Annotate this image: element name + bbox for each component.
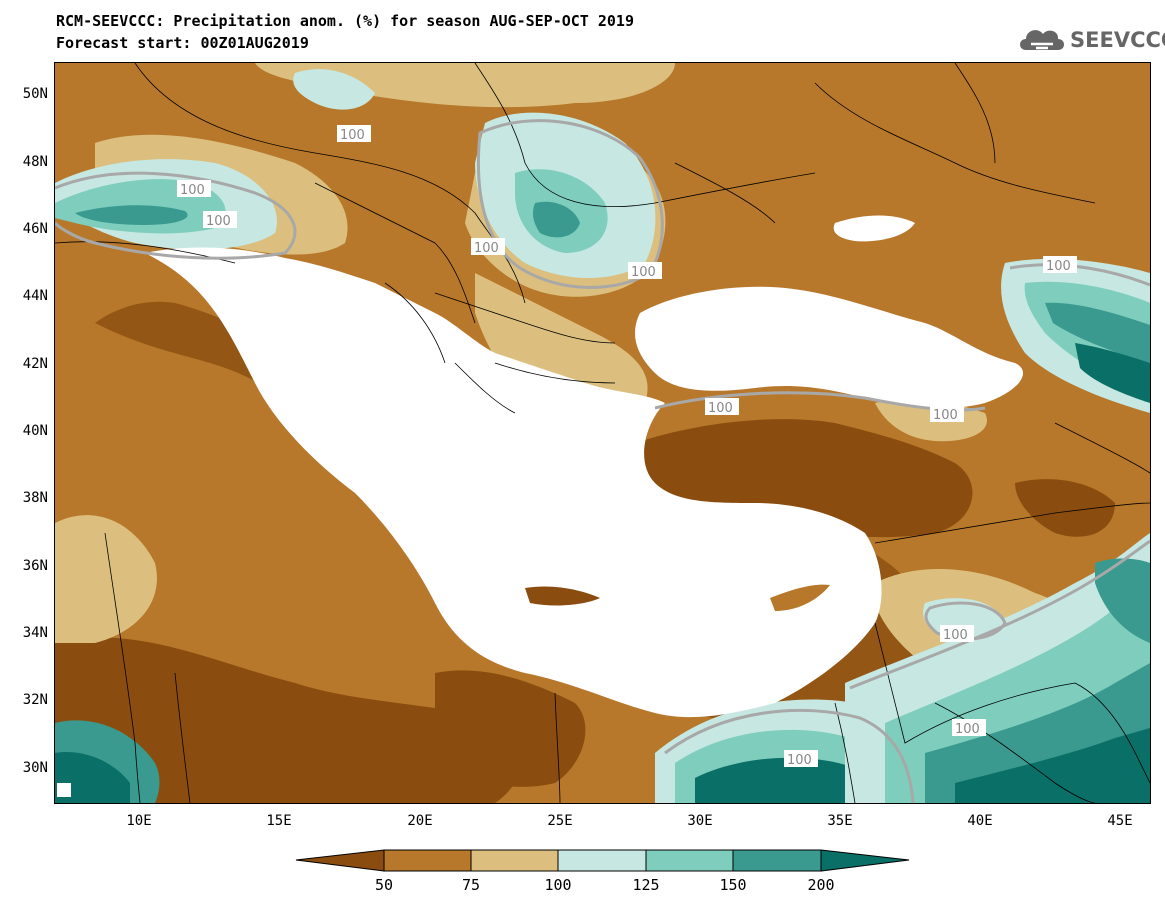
contour-label: 100 bbox=[631, 265, 656, 280]
precipitation-anomaly-map: 100 100 100 100 100 100 100 100 100 100 … bbox=[55, 63, 1150, 803]
lat-label-30n: 30N bbox=[22, 760, 48, 776]
lon-label-35e: 35E bbox=[827, 813, 853, 829]
colorbar-swatch bbox=[470, 849, 559, 872]
colorbar-label: 75 bbox=[461, 876, 481, 894]
contour-labels: 100 100 100 100 100 100 100 100 100 100 … bbox=[177, 125, 1077, 768]
colorbar-label: 50 bbox=[374, 876, 394, 894]
logo-text: SEEVCCC bbox=[1070, 28, 1165, 52]
contour-label: 100 bbox=[206, 214, 231, 229]
contour-label: 100 bbox=[340, 128, 365, 143]
lon-label-15e: 15E bbox=[266, 813, 292, 829]
lat-label-32n: 32N bbox=[22, 692, 48, 708]
contour-label: 100 bbox=[787, 753, 812, 768]
lon-label-40e: 40E bbox=[967, 813, 993, 829]
map-title: RCM-SEEVCCC: Precipitation anom. (%) for… bbox=[56, 12, 634, 30]
white-corner-patch bbox=[57, 783, 71, 797]
colorbar-swatch bbox=[383, 849, 472, 872]
lat-label-44n: 44N bbox=[22, 288, 48, 304]
colorbar-label: 150 bbox=[719, 876, 747, 894]
contour-label: 100 bbox=[708, 401, 733, 416]
colorbar-label: 100 bbox=[544, 876, 572, 894]
lon-label-20e: 20E bbox=[407, 813, 433, 829]
lon-label-25e: 25E bbox=[547, 813, 573, 829]
seevccc-logo: SEEVCCC bbox=[1016, 22, 1165, 56]
map-area: 100 100 100 100 100 100 100 100 100 100 … bbox=[54, 62, 1151, 804]
colorbar-label: 125 bbox=[632, 876, 660, 894]
contour-label: 100 bbox=[1046, 259, 1071, 274]
colorbar-swatch bbox=[557, 849, 647, 872]
lon-label-10e: 10E bbox=[126, 813, 152, 829]
colorbar-swatch bbox=[820, 849, 910, 872]
lat-label-48n: 48N bbox=[22, 154, 48, 170]
lon-label-45e: 45E bbox=[1107, 813, 1133, 829]
forecast-start-label: Forecast start: 00Z01AUG2019 bbox=[56, 34, 309, 52]
contour-label: 100 bbox=[943, 628, 968, 643]
lat-label-42n: 42N bbox=[22, 356, 48, 372]
contour-label: 100 bbox=[180, 183, 205, 198]
lat-label-36n: 36N bbox=[22, 558, 48, 574]
contour-label: 100 bbox=[933, 408, 958, 423]
contour-label: 100 bbox=[474, 241, 499, 256]
lat-label-40n: 40N bbox=[22, 423, 48, 439]
colorbar-swatch bbox=[295, 849, 385, 872]
colorbar-label: 200 bbox=[807, 876, 835, 894]
lat-label-46n: 46N bbox=[22, 221, 48, 237]
lat-label-50n: 50N bbox=[22, 86, 48, 102]
cloud-logo-icon bbox=[1020, 30, 1064, 50]
lat-label-38n: 38N bbox=[22, 490, 48, 506]
lon-label-30e: 30E bbox=[687, 813, 713, 829]
colorbar-swatch bbox=[645, 849, 734, 872]
colorbar-swatch bbox=[732, 849, 822, 872]
contour-label: 100 bbox=[955, 722, 980, 737]
lat-label-34n: 34N bbox=[22, 625, 48, 641]
